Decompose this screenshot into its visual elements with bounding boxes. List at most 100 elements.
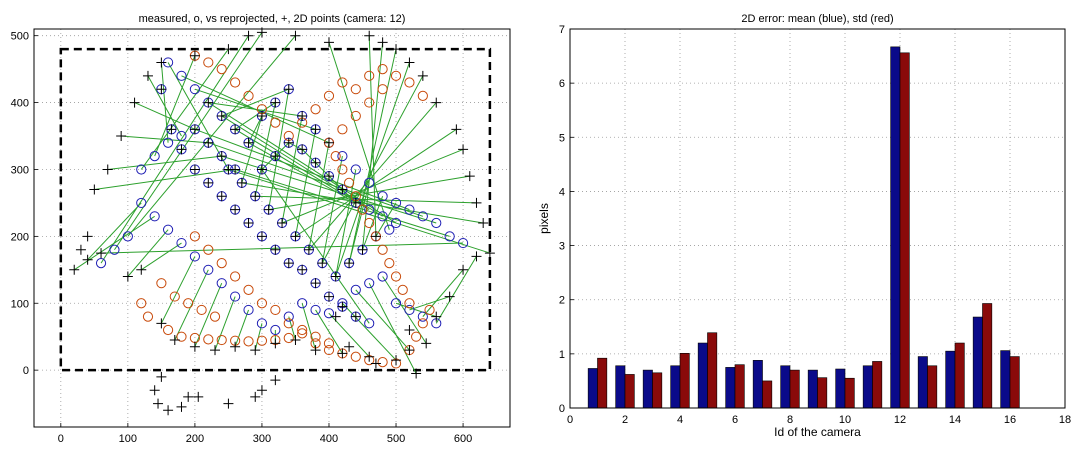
- x-axis-label: Id of the camera: [774, 425, 861, 439]
- y-tick-label: 200: [11, 231, 29, 243]
- error-link: [261, 169, 370, 324]
- reprojected-point: [283, 137, 294, 148]
- measured-point: [310, 304, 321, 316]
- measured-point: [283, 318, 294, 329]
- reprojected-point: [270, 97, 281, 108]
- reprojected-point: [310, 157, 321, 168]
- error-link: [127, 229, 169, 277]
- measured-point: [364, 97, 375, 108]
- bar-std: [817, 377, 828, 409]
- measured-point: [297, 324, 308, 336]
- error-link: [308, 142, 330, 250]
- error-link: [288, 142, 303, 150]
- bar-mean: [615, 365, 626, 409]
- bar-mean: [917, 356, 928, 409]
- x-tick-label: 4: [677, 414, 683, 426]
- measured-point: [149, 211, 160, 222]
- reprojected-point: [216, 191, 227, 202]
- y-tick-label: 5: [559, 132, 565, 144]
- reprojected-point: [283, 84, 294, 95]
- measured-point: [230, 271, 241, 282]
- reprojected-point: [189, 50, 200, 61]
- reprojected-point: [323, 171, 334, 182]
- measured-point: [364, 278, 375, 289]
- bar-std: [844, 377, 855, 409]
- reprojected-point: [203, 137, 214, 148]
- reprojected-point: [82, 231, 93, 242]
- error-link: [160, 256, 196, 324]
- x-tick-label: 8: [787, 414, 793, 426]
- measured-point: [243, 304, 254, 316]
- reprojected-point: [370, 358, 381, 369]
- reprojected-point: [270, 151, 281, 162]
- y-tick-label: 400: [11, 98, 29, 110]
- reprojected-point: [323, 137, 334, 148]
- bar-mean: [835, 368, 846, 409]
- error-link: [127, 35, 296, 237]
- error-link: [328, 42, 390, 230]
- reprojected-point: [330, 271, 341, 282]
- reprojected-point: [370, 231, 381, 242]
- bar-std: [927, 365, 938, 409]
- bar-std: [789, 369, 800, 409]
- error-link: [234, 102, 276, 130]
- reprojected-point: [243, 137, 254, 148]
- reprojected-point: [451, 124, 462, 135]
- measured-point: [323, 90, 335, 101]
- reprojected-point: [82, 254, 93, 265]
- measured-point: [109, 244, 120, 255]
- x-tick-label: 500: [387, 433, 405, 445]
- reprojected-point: [169, 335, 180, 346]
- reprojected-point: [203, 97, 214, 108]
- reprojected-point: [163, 405, 174, 416]
- x-tick-label: 2: [622, 414, 628, 426]
- measured-point: [377, 84, 388, 95]
- reprojected-point: [256, 110, 267, 121]
- error-link: [288, 316, 296, 341]
- measured-point: [337, 124, 348, 135]
- measured-point: [364, 217, 375, 229]
- reprojected-point: [330, 311, 341, 322]
- y-axis-label: pixels: [537, 203, 551, 234]
- plot-area: [34, 29, 510, 427]
- measured-point: [457, 237, 469, 249]
- error-link: [281, 115, 303, 224]
- measured-point: [390, 271, 402, 282]
- reprojected-point: [96, 248, 107, 259]
- x-tick-label: 10: [839, 414, 851, 426]
- measured-point: [404, 304, 415, 316]
- reprojected-point: [156, 371, 167, 382]
- bar-mean: [725, 367, 736, 409]
- scatter-chart: 0 100 200 300 400 500 600 0 100 200 300 400 500 measu…: [11, 13, 511, 445]
- measured-point: [343, 177, 355, 188]
- error-link: [301, 149, 316, 164]
- reprojected-point: [350, 311, 361, 322]
- measured-point: [431, 217, 442, 229]
- measured-point: [384, 224, 395, 235]
- reprojected-point: [290, 231, 301, 242]
- error-link: [221, 88, 289, 117]
- error-link: [140, 242, 182, 271]
- plot-border: [569, 28, 1066, 409]
- measured-point: [417, 318, 428, 329]
- reprojected-point: [471, 251, 482, 262]
- error-link: [355, 289, 410, 351]
- reprojected-point: [236, 177, 247, 188]
- y-tick-label: 6: [559, 78, 565, 90]
- measured-point: [176, 237, 187, 249]
- reprojected-point: [297, 264, 308, 275]
- measured-point: [209, 311, 221, 322]
- reprojected-point: [323, 37, 334, 48]
- reprojected-point: [216, 110, 227, 121]
- x-tick-label: 12: [894, 414, 906, 426]
- measured-point: [357, 204, 368, 215]
- error-link: [348, 48, 397, 264]
- reprojected-point: [270, 244, 281, 255]
- measured-point: [377, 244, 388, 255]
- y-tick-label: 1: [559, 349, 565, 361]
- bar-mean: [972, 316, 983, 409]
- bar-std: [679, 353, 690, 409]
- measured-point: [350, 284, 361, 295]
- error-link: [181, 75, 330, 144]
